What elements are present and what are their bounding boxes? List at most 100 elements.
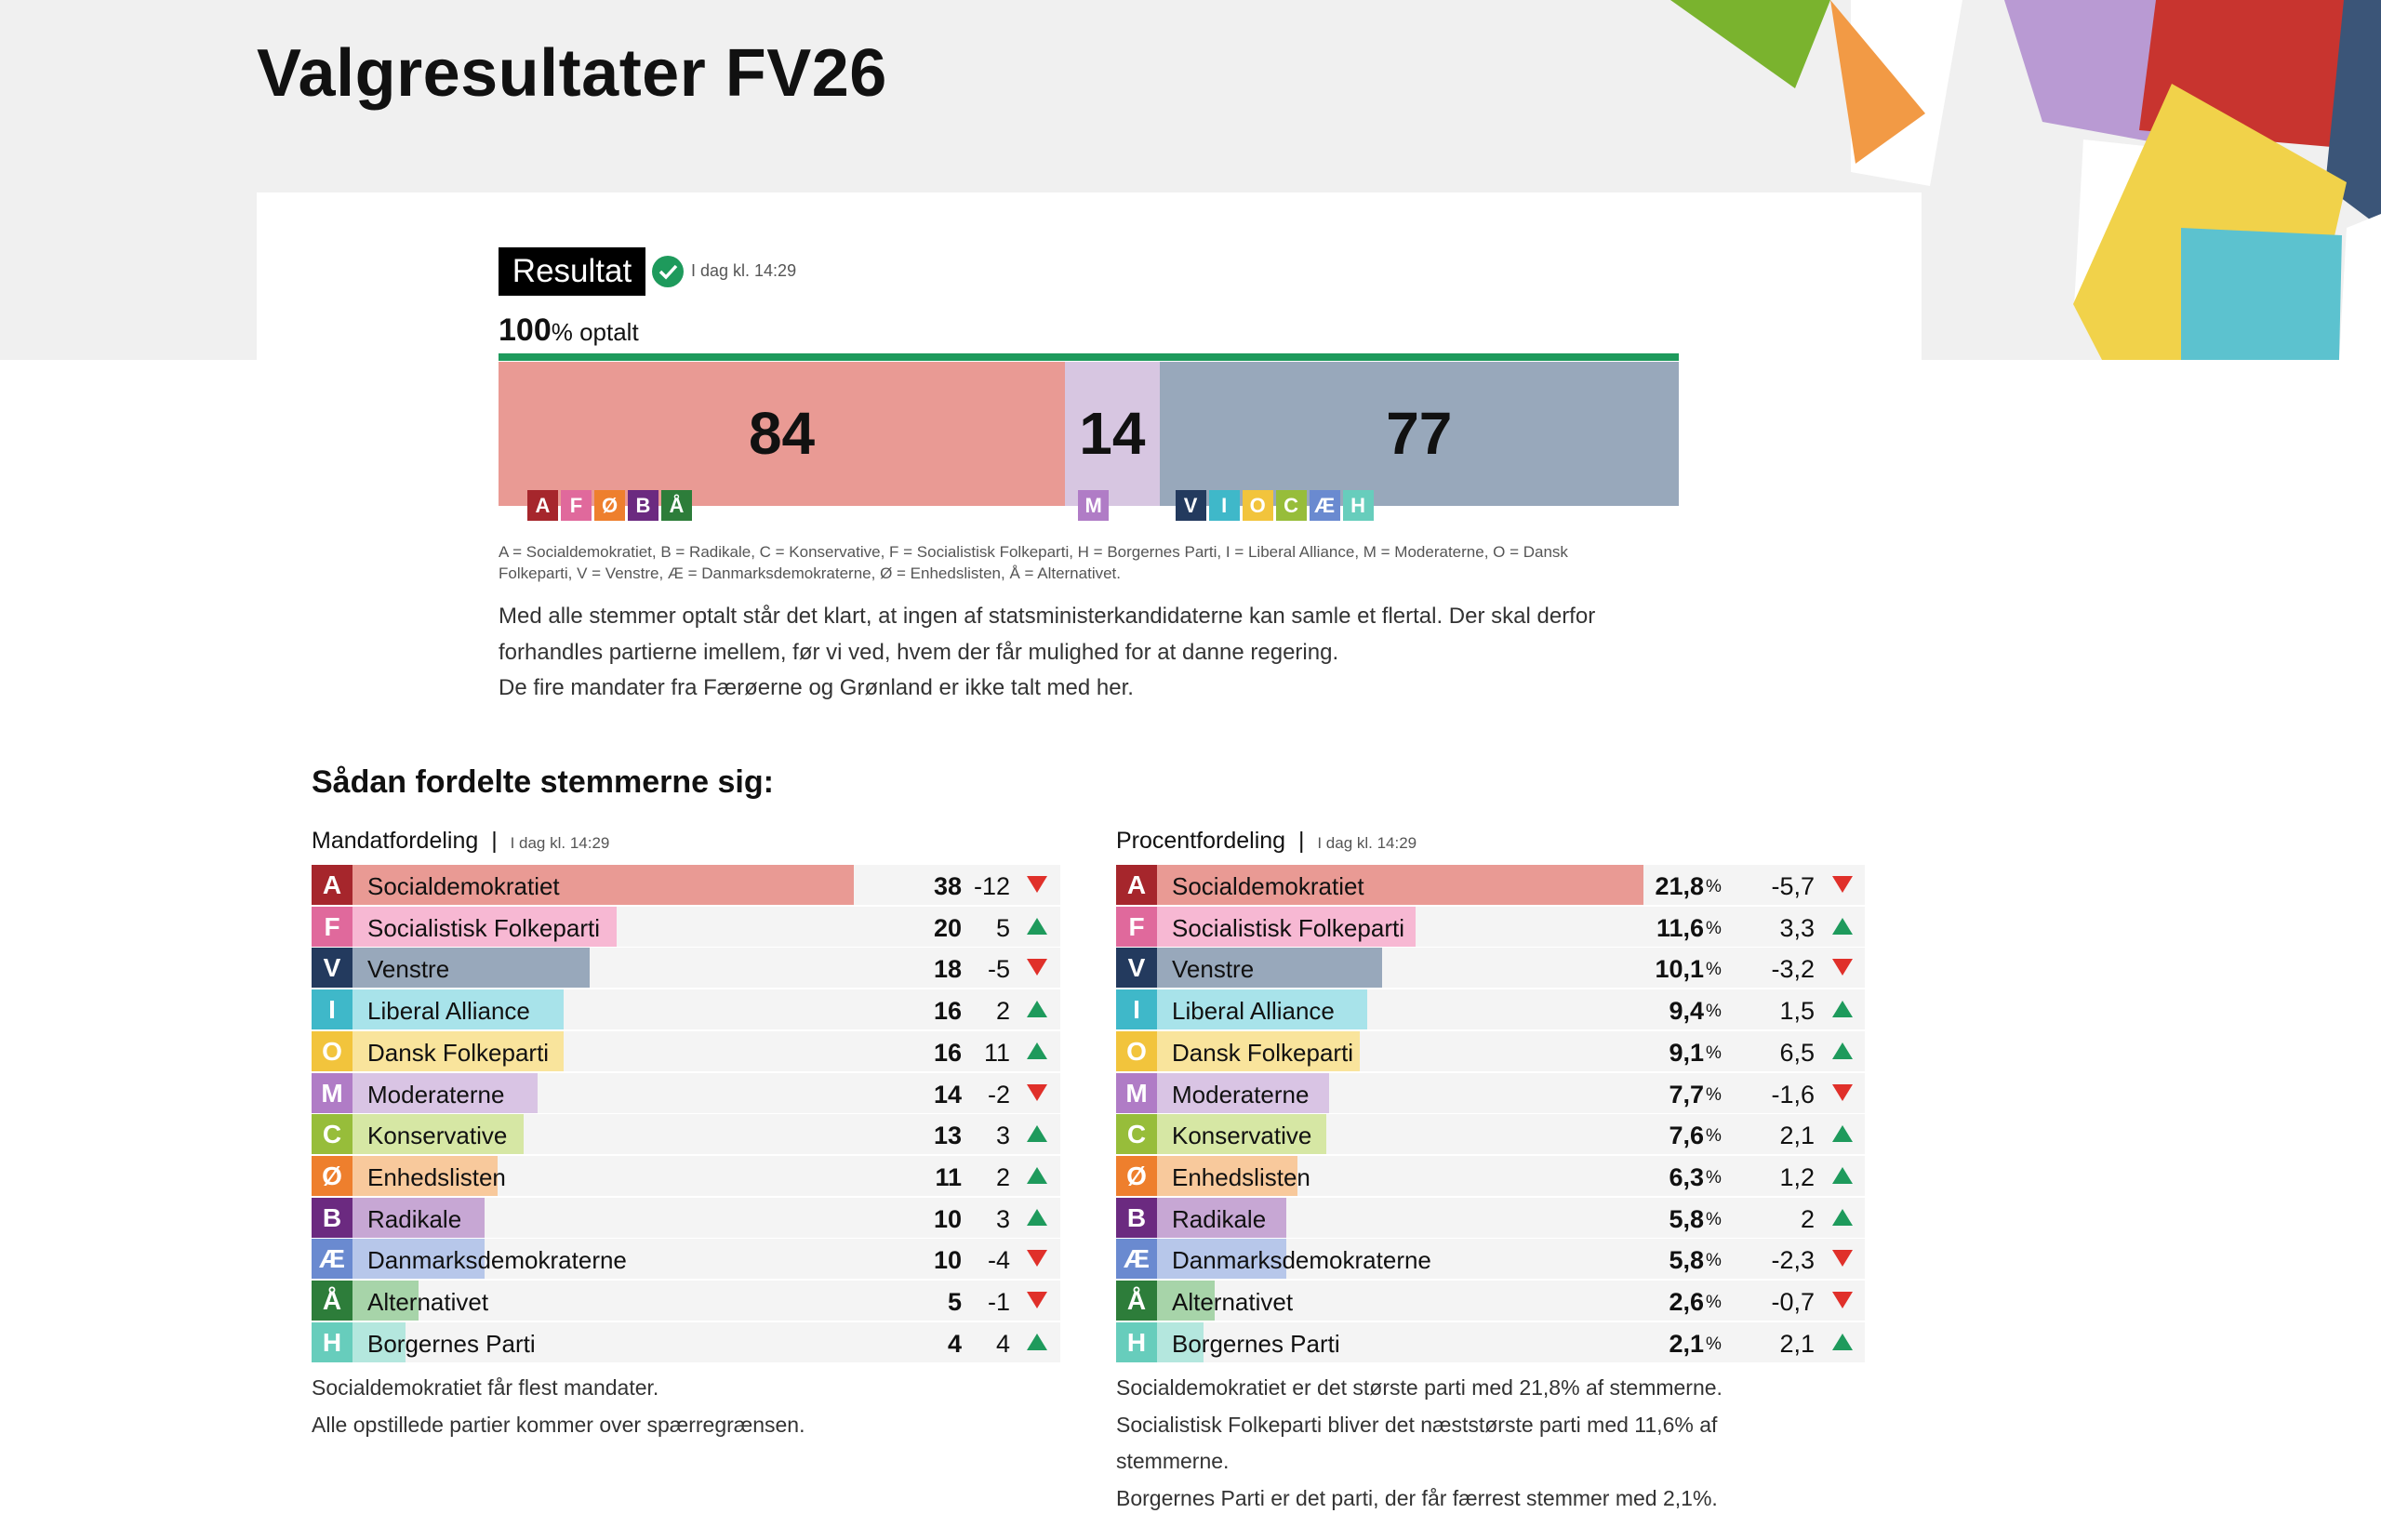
value: 6,3	[1669, 1162, 1704, 1191]
bar	[352, 1072, 538, 1113]
change: 1,5	[1779, 997, 1815, 1026]
party-letter: B	[628, 490, 658, 521]
party-name: Radikale	[1172, 1204, 1267, 1233]
value: 5	[947, 1288, 962, 1316]
bar	[1157, 865, 1643, 905]
party-row: Å Alternativet 5 -1	[312, 1281, 1060, 1321]
note: Socialdemokratiet er det største parti m…	[1116, 1375, 1723, 1400]
notes: Socialdemokratiet er det største parti m…	[1116, 1370, 1767, 1517]
bloc-seats: 14	[1079, 400, 1146, 467]
change-arrow	[1027, 1208, 1047, 1226]
paragraphs: Med alle stemmer optalt står det klart, …	[499, 599, 1624, 707]
party-letter: H	[312, 1321, 352, 1362]
unit: %	[1706, 1084, 1722, 1105]
bar	[1157, 1239, 1287, 1280]
change-arrow	[1027, 1001, 1047, 1018]
table-header: Mandatfordeling | I dag kl. 14:29	[312, 828, 610, 854]
change: 2	[995, 1162, 1010, 1191]
deco-purple	[2004, 0, 2187, 144]
change: -4	[987, 1246, 1010, 1275]
value: 21,8	[1655, 872, 1704, 900]
party-name: Konservative	[367, 1122, 508, 1150]
unit: %	[1706, 1209, 1722, 1229]
party-row: F Socialistisk Folkeparti 20 5	[312, 906, 1060, 947]
party-row: V Venstre 18 -5	[312, 948, 1060, 989]
party-row: C Konservative 13 3	[312, 1114, 1060, 1155]
change: 1,2	[1779, 1162, 1815, 1191]
counted-label: % optalt	[551, 318, 639, 346]
decoration	[1670, 0, 2381, 360]
value: 2,1	[1669, 1329, 1704, 1358]
change-arrow	[1832, 917, 1853, 935]
value: 7,6	[1669, 1122, 1704, 1150]
value: 11,6	[1656, 913, 1704, 942]
change-arrow	[1027, 1125, 1047, 1143]
value: 38	[933, 872, 962, 900]
change-arrow	[1027, 1166, 1047, 1184]
value: 7,7	[1669, 1080, 1704, 1109]
bar	[352, 1197, 485, 1238]
party-name: Radikale	[367, 1204, 462, 1233]
party-letter: Ø	[312, 1155, 352, 1196]
party-letter: C	[312, 1114, 352, 1155]
party-row: M Moderaterne 7,7% -1,6	[1116, 1072, 1865, 1113]
value: 18	[933, 955, 962, 984]
bar	[352, 1321, 406, 1362]
bar	[1157, 989, 1367, 1030]
party-row: B Radikale 10 3	[312, 1197, 1060, 1238]
value: 4	[947, 1329, 962, 1358]
bar	[352, 1030, 564, 1071]
party-name: Alternativet	[367, 1288, 489, 1316]
party-name: Socialistisk Folkeparti	[367, 913, 600, 942]
value: 10	[933, 1246, 962, 1275]
change-arrow	[1832, 1208, 1853, 1226]
bar	[1157, 948, 1383, 989]
change: 5	[995, 913, 1010, 942]
section-title: Sådan fordelte stemmerne sig:	[312, 764, 774, 800]
party-letter: O	[312, 1030, 352, 1071]
counted: 100% optalt	[499, 312, 639, 349]
change: 2,1	[1779, 1329, 1815, 1358]
party-row: I Liberal Alliance 16 2	[312, 989, 1060, 1030]
party-row: H Borgernes Parti 4 4	[312, 1321, 1060, 1362]
note: Alle opstillede partier kommer over spær…	[312, 1412, 805, 1437]
bar	[1157, 1321, 1204, 1362]
bar	[352, 906, 617, 947]
notes: Socialdemokratiet får flest mandater. All…	[312, 1370, 1060, 1443]
party-name: Alternativet	[1172, 1288, 1294, 1316]
bar	[1157, 1155, 1298, 1196]
result-badge: Resultat	[499, 247, 645, 296]
party-name: Dansk Folkeparti	[367, 1038, 550, 1067]
party-letter: C	[1116, 1114, 1157, 1155]
change: -5,7	[1771, 872, 1815, 900]
deco-orange	[1830, 0, 1925, 164]
party-letter: M	[1078, 490, 1110, 521]
unit: %	[1706, 1042, 1722, 1063]
party-letter: I	[312, 989, 352, 1030]
unit: %	[1706, 1334, 1722, 1354]
change-arrow	[1832, 1166, 1853, 1184]
party-letter: M	[1116, 1072, 1157, 1113]
unit: %	[1706, 1002, 1722, 1022]
bar	[1157, 1114, 1327, 1155]
value: 13	[933, 1122, 962, 1150]
unit: %	[1706, 1167, 1722, 1188]
bar	[352, 865, 854, 905]
change: 3	[995, 1122, 1010, 1150]
change-arrow	[1027, 1042, 1047, 1059]
bloc-bar: 84 A F Ø B Å 14 M 77 V I O C Æ H	[499, 362, 1679, 521]
bar	[1157, 906, 1417, 947]
change-arrow	[1832, 1001, 1853, 1018]
bar	[352, 989, 564, 1030]
change-arrow	[1027, 1250, 1047, 1268]
unit: %	[1706, 1251, 1722, 1271]
deco-blue	[2325, 0, 2381, 228]
party-name: Danmarksdemokraterne	[367, 1246, 627, 1275]
party-name: Socialistisk Folkeparti	[1172, 913, 1404, 942]
bloc: 14 M	[1065, 362, 1160, 521]
party-name: Venstre	[1172, 955, 1255, 984]
bar	[352, 1155, 499, 1196]
bloc-seats: 77	[1386, 400, 1453, 467]
party-row: Æ Danmarksdemokraterne 10 -4	[312, 1239, 1060, 1280]
unit: %	[1706, 918, 1722, 938]
